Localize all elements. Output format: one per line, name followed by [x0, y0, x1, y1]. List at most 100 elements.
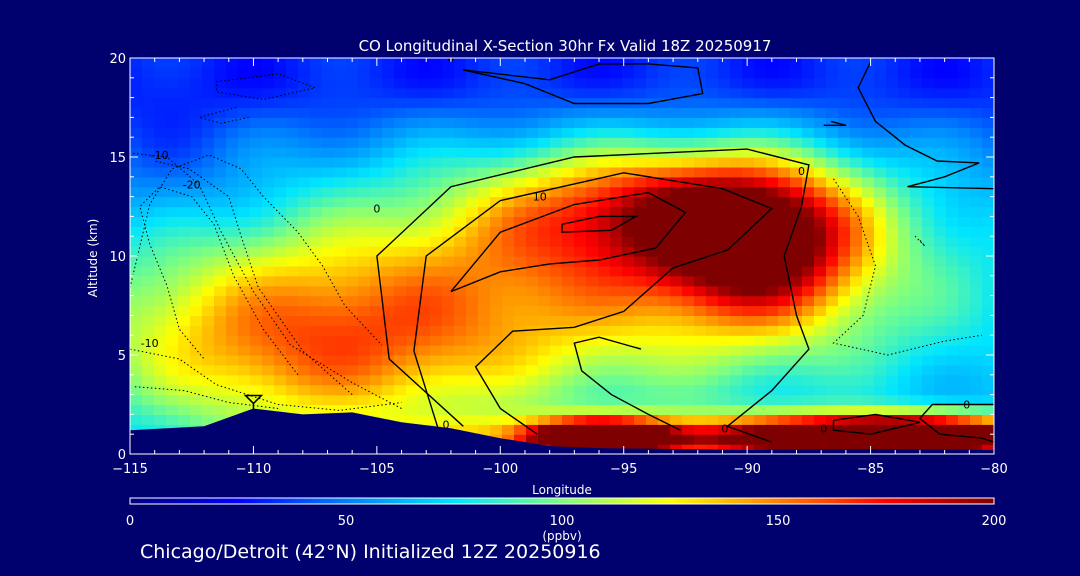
- co-cell: [466, 345, 479, 356]
- co-cell: [298, 127, 311, 138]
- co-cell: [262, 97, 275, 109]
- co-cell: [754, 404, 767, 415]
- co-cell: [970, 127, 983, 138]
- co-cell: [610, 137, 623, 148]
- co-cell: [394, 265, 407, 277]
- co-cell: [670, 226, 683, 237]
- co-cell: [646, 345, 659, 356]
- co-cell: [514, 58, 527, 69]
- co-cell: [670, 394, 683, 406]
- co-cell: [190, 265, 203, 277]
- co-cell: [574, 157, 587, 168]
- co-cell: [238, 374, 251, 386]
- co-cell: [982, 186, 994, 198]
- co-cell: [262, 256, 275, 267]
- co-cell: [274, 127, 287, 138]
- co-cell: [922, 374, 935, 386]
- co-cell: [454, 206, 467, 217]
- colorbar-segment: [458, 498, 464, 504]
- co-cell: [370, 275, 383, 287]
- co-cell: [742, 355, 755, 366]
- co-cell: [754, 206, 767, 217]
- co-cell: [454, 58, 467, 69]
- co-cell: [622, 137, 635, 148]
- co-cell: [862, 275, 875, 287]
- colorbar-segment: [194, 498, 200, 504]
- colorbar-segment: [687, 498, 693, 504]
- co-cell: [670, 265, 683, 277]
- co-cell: [382, 226, 395, 237]
- co-cell: [574, 374, 587, 386]
- co-cell: [214, 77, 227, 89]
- colorbar-segment: [272, 498, 278, 504]
- colorbar-segment: [155, 498, 161, 504]
- co-cell: [622, 305, 635, 316]
- co-cell: [922, 325, 935, 336]
- co-cell: [502, 315, 515, 326]
- co-cell: [982, 414, 994, 425]
- co-cell: [142, 246, 155, 257]
- co-cell: [946, 97, 959, 109]
- co-cell: [226, 107, 239, 118]
- co-cell: [934, 434, 947, 445]
- co-cell: [418, 404, 431, 415]
- co-cell: [526, 265, 539, 277]
- co-cell: [754, 325, 767, 336]
- co-cell: [946, 206, 959, 217]
- x-axis-label: Longitude: [532, 483, 592, 497]
- co-cell: [226, 67, 239, 79]
- co-cell: [418, 58, 431, 69]
- co-cell: [238, 345, 251, 356]
- co-cell: [958, 265, 971, 277]
- co-cell: [550, 374, 563, 386]
- colorbar-segment: [570, 498, 576, 504]
- co-cell: [790, 77, 803, 89]
- co-cell: [286, 196, 299, 208]
- co-cell: [406, 107, 419, 118]
- co-cell: [622, 117, 635, 128]
- co-cell: [838, 444, 851, 454]
- co-cell: [802, 186, 815, 198]
- co-cell: [442, 265, 455, 277]
- co-cell: [226, 374, 239, 386]
- co-cell: [874, 384, 887, 396]
- co-cell: [886, 434, 899, 445]
- co-cell: [478, 166, 491, 178]
- co-cell: [166, 414, 179, 425]
- co-cell: [790, 434, 803, 445]
- colorbar-segment: [786, 498, 792, 504]
- co-cell: [286, 305, 299, 316]
- co-cell: [514, 97, 527, 109]
- co-cell: [850, 67, 863, 79]
- co-cell: [982, 77, 994, 89]
- co-cell: [382, 176, 395, 188]
- co-cell: [526, 414, 539, 425]
- co-cell: [598, 265, 611, 277]
- co-cell: [202, 414, 215, 425]
- co-cell: [526, 67, 539, 79]
- co-cell: [622, 404, 635, 415]
- co-cell: [430, 394, 443, 406]
- co-cell: [130, 67, 143, 79]
- co-cell: [934, 216, 947, 227]
- co-cell: [538, 127, 551, 138]
- colorbar-segment: [704, 498, 710, 504]
- co-cell: [694, 285, 707, 297]
- co-cell: [190, 414, 203, 425]
- co-cell: [154, 137, 167, 148]
- co-cell: [934, 374, 947, 386]
- co-cell: [310, 404, 323, 415]
- co-cell: [850, 196, 863, 208]
- co-cell: [418, 176, 431, 188]
- co-cell: [286, 117, 299, 128]
- co-cell: [730, 394, 743, 406]
- co-cell: [790, 117, 803, 128]
- co-cell: [658, 166, 671, 178]
- co-cell: [970, 335, 983, 346]
- co-cell: [694, 265, 707, 277]
- co-cell: [874, 364, 887, 376]
- co-cell: [622, 275, 635, 287]
- co-cell: [730, 305, 743, 316]
- colorbar-segment: [505, 498, 511, 504]
- co-cell: [382, 117, 395, 128]
